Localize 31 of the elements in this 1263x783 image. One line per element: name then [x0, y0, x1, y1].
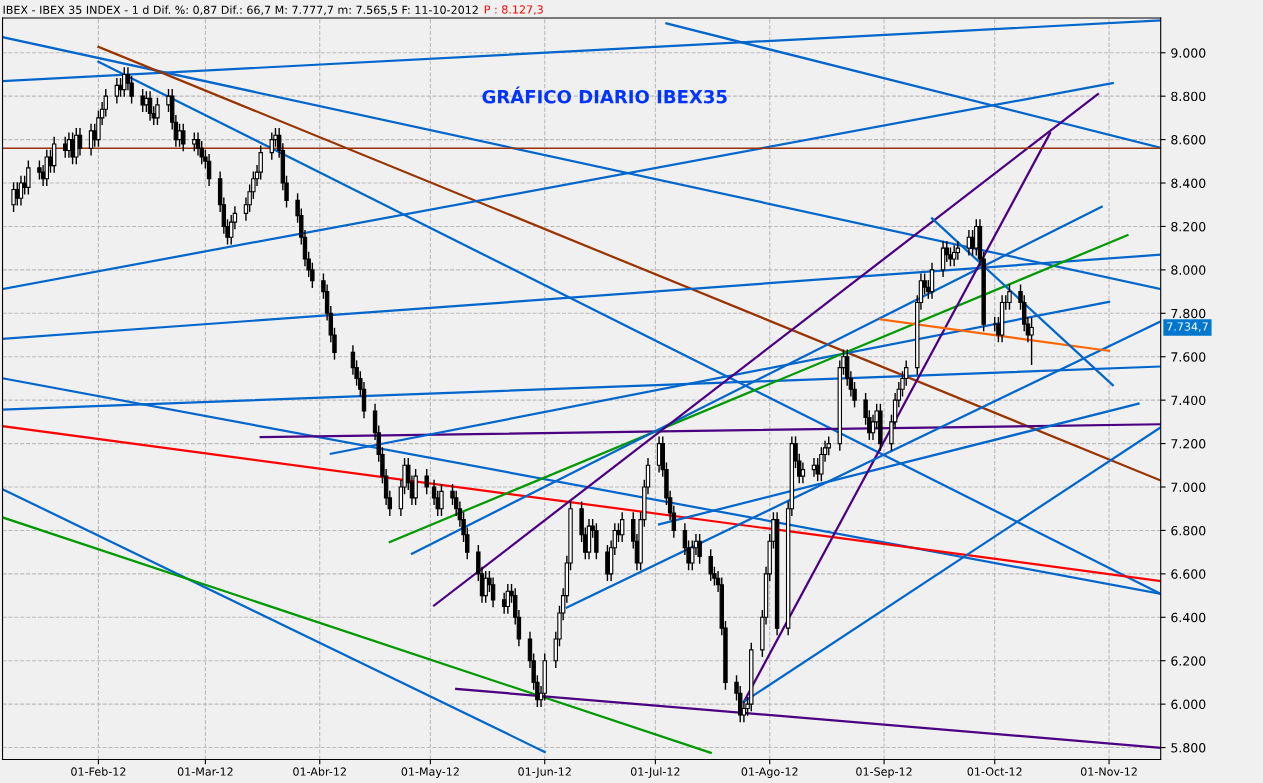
y-tick-label: 6.000 — [1171, 699, 1206, 710]
y-tick-label: 8.800 — [1171, 91, 1206, 102]
y-tick-label: 6.800 — [1171, 525, 1206, 536]
y-tick-label: 6.200 — [1171, 656, 1206, 666]
y-tick-label: 7.200 — [1171, 439, 1206, 449]
y-tick-label: 6.400 — [1171, 612, 1206, 623]
x-tick-label: 01-Ago-12 — [741, 767, 798, 778]
text: P : 8.127,3 — [484, 5, 543, 15]
y-tick-label: 8.000 — [1171, 265, 1206, 275]
y-tick-label: 7.800 — [1171, 308, 1206, 319]
chart-title: IBEX - IBEX 35 INDEX - 1 d Dif. %: 0,87 Dif.: 66,7 M: 7.777,7 m: 7.565,5 F: 11-10-2012 — [3, 5, 478, 16]
y-tick-label: 8.400 — [1171, 178, 1206, 188]
annotation: GRÁFICO DIARIO IBEX35 — [482, 86, 727, 104]
y-tick-label: 7.400 — [1171, 395, 1206, 406]
x-tick-label: 01-Sep-12 — [856, 767, 912, 778]
x-tick-label: 01-Feb-12 — [71, 767, 126, 776]
x-tick-label: 01-Abr-12 — [293, 767, 346, 776]
x-tick-label: 01-Jul-12 — [630, 767, 680, 778]
x-tick-label: 01-Mar-12 — [177, 767, 233, 776]
y-tick-label: 6.600 — [1171, 569, 1206, 579]
y-tick-label: 7.000 — [1171, 482, 1206, 492]
y-tick-label: 8.600 — [1171, 135, 1206, 145]
x-tick-label: 01-Jun-12 — [518, 767, 571, 778]
y-tick-label: 9.000 — [1171, 48, 1206, 58]
x-tick-label: 01-Nov-12 — [1080, 767, 1137, 776]
x-tick-label: 01-Oct-12 — [967, 767, 1022, 776]
y-tick-label: 7.600 — [1171, 352, 1206, 362]
y-tick-label: 5.800 — [1171, 743, 1206, 753]
text: 7.734,7 — [1167, 322, 1208, 332]
y-tick-label: 8.200 — [1171, 221, 1206, 232]
x-tick-label: 01-May-12 — [401, 767, 459, 778]
